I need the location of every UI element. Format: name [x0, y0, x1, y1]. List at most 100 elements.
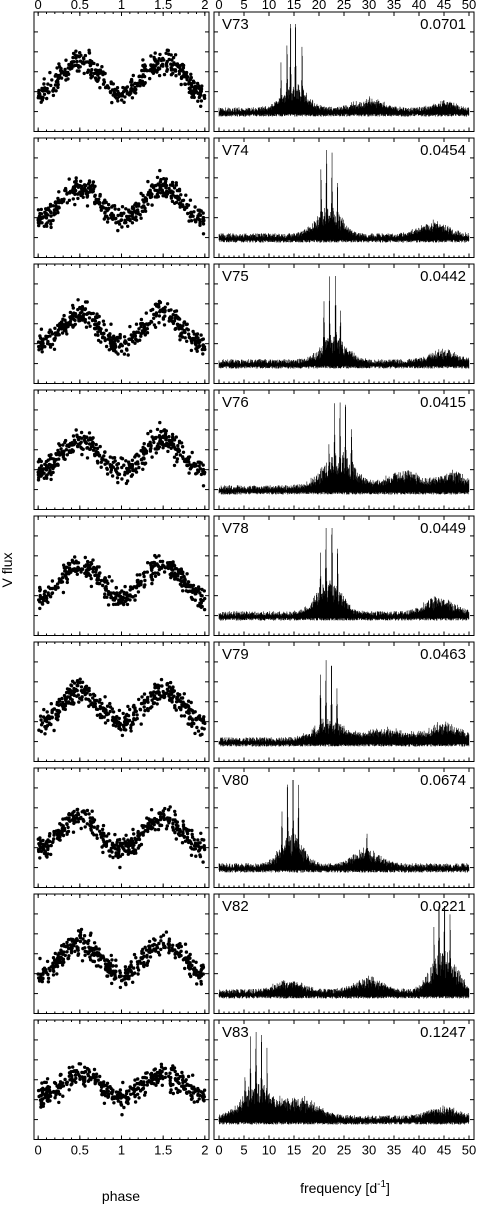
- light-curve-point: [111, 602, 116, 607]
- light-curve-point: [44, 459, 49, 464]
- light-curve-point: [136, 590, 141, 594]
- light-curve-point: [69, 945, 73, 950]
- light-curve-point: [117, 345, 122, 349]
- light-curve-point: [199, 972, 203, 976]
- light-curve-point: [98, 86, 102, 90]
- light-curve-point: [201, 343, 205, 347]
- light-curve-point: [114, 958, 118, 962]
- light-curve-point: [61, 199, 66, 203]
- light-curve-point: [49, 225, 53, 230]
- light-curve-point: [142, 692, 147, 696]
- light-curve-point: [176, 832, 181, 836]
- light-curve-point: [62, 563, 66, 567]
- light-curve-point: [139, 842, 144, 847]
- light-curve-point: [88, 946, 92, 951]
- light-curve-point: [159, 187, 163, 191]
- light-curve-point: [158, 52, 162, 57]
- star-label: V74: [222, 142, 249, 159]
- light-curve-point: [40, 721, 45, 725]
- light-curve-point: [201, 232, 206, 236]
- light-curve-point: [76, 63, 81, 68]
- light-curve-point: [41, 96, 45, 100]
- light-curve-point: [182, 692, 186, 696]
- light-curve-point: [171, 71, 175, 75]
- light-curve-point: [141, 701, 145, 705]
- light-curve-point: [85, 574, 89, 578]
- light-curve-point: [72, 820, 76, 824]
- light-curve-point: [70, 939, 75, 943]
- light-curve-point: [38, 843, 42, 848]
- light-curve-point: [143, 708, 147, 713]
- light-curve-point: [192, 838, 196, 842]
- light-curve-point: [134, 337, 138, 341]
- light-curve-point: [173, 53, 178, 57]
- light-curve-point: [87, 316, 92, 320]
- light-curve-point: [111, 710, 116, 714]
- light-curve-point: [54, 89, 58, 93]
- light-curve-point: [111, 845, 116, 850]
- spectrum-line-v78: [218, 528, 470, 621]
- light-curve-point: [113, 207, 117, 211]
- light-curve-point: [145, 570, 149, 574]
- light-curve-point: [67, 72, 71, 77]
- light-curve-point: [176, 447, 180, 451]
- light-curve-point: [95, 326, 99, 330]
- light-curve-point: [167, 435, 171, 439]
- light-curve-point: [186, 328, 190, 332]
- light-curve-point: [83, 320, 88, 324]
- light-curve-point: [169, 68, 174, 72]
- light-curve-point: [51, 956, 56, 960]
- light-curve-point: [54, 716, 58, 721]
- light-curve-point: [43, 88, 47, 93]
- light-curve-point: [159, 177, 163, 182]
- light-curve-point: [184, 589, 188, 593]
- light-curve-point: [61, 455, 65, 459]
- light-curve-point: [132, 468, 136, 473]
- light-curve-point: [174, 452, 179, 457]
- light-curve-point: [143, 81, 147, 86]
- light-curve-point: [167, 445, 171, 449]
- light-curve-point: [76, 437, 81, 442]
- light-curve-point: [44, 216, 49, 220]
- light-curve-point: [192, 88, 197, 92]
- light-curve-point: [39, 729, 43, 734]
- light-curve-point: [43, 725, 47, 729]
- light-curve-point: [78, 190, 82, 194]
- light-curve-point: [80, 310, 84, 314]
- phase-points-v83: [36, 1062, 207, 1117]
- light-curve-point: [167, 694, 171, 698]
- light-curve-point: [106, 968, 110, 972]
- light-curve-point: [168, 1078, 172, 1083]
- light-curve-point: [99, 578, 104, 583]
- light-curve-point: [85, 822, 90, 826]
- light-curve-point: [170, 700, 174, 704]
- light-curve-point: [99, 460, 104, 464]
- light-curve-point: [164, 61, 169, 66]
- light-curve-point: [159, 823, 164, 828]
- light-curve-point: [158, 168, 162, 173]
- light-curve-point: [105, 467, 110, 471]
- light-curve-point: [105, 472, 110, 476]
- light-curve-point: [143, 578, 147, 583]
- light-curve-point: [131, 846, 135, 850]
- light-curve-point: [51, 963, 55, 967]
- light-curve-point: [88, 63, 93, 68]
- light-curve-point: [189, 595, 194, 600]
- light-curve-point: [42, 966, 47, 970]
- light-curve-point: [82, 438, 87, 443]
- light-curve-point: [191, 1073, 195, 1077]
- light-curve-point: [62, 313, 66, 318]
- light-curve-point: [79, 826, 83, 831]
- amplitude-label: 0.0442: [420, 268, 466, 285]
- light-curve-point: [80, 1075, 84, 1079]
- light-curve-point: [180, 62, 185, 67]
- light-curve-point: [114, 592, 119, 596]
- light-curve-point: [108, 455, 113, 459]
- light-curve-point: [56, 80, 60, 84]
- light-curve-point: [196, 216, 200, 220]
- light-curve-point: [57, 697, 61, 702]
- light-curve-point: [149, 54, 153, 58]
- light-curve-point: [176, 952, 181, 957]
- light-curve-point: [173, 577, 177, 581]
- light-curve-point: [88, 447, 93, 451]
